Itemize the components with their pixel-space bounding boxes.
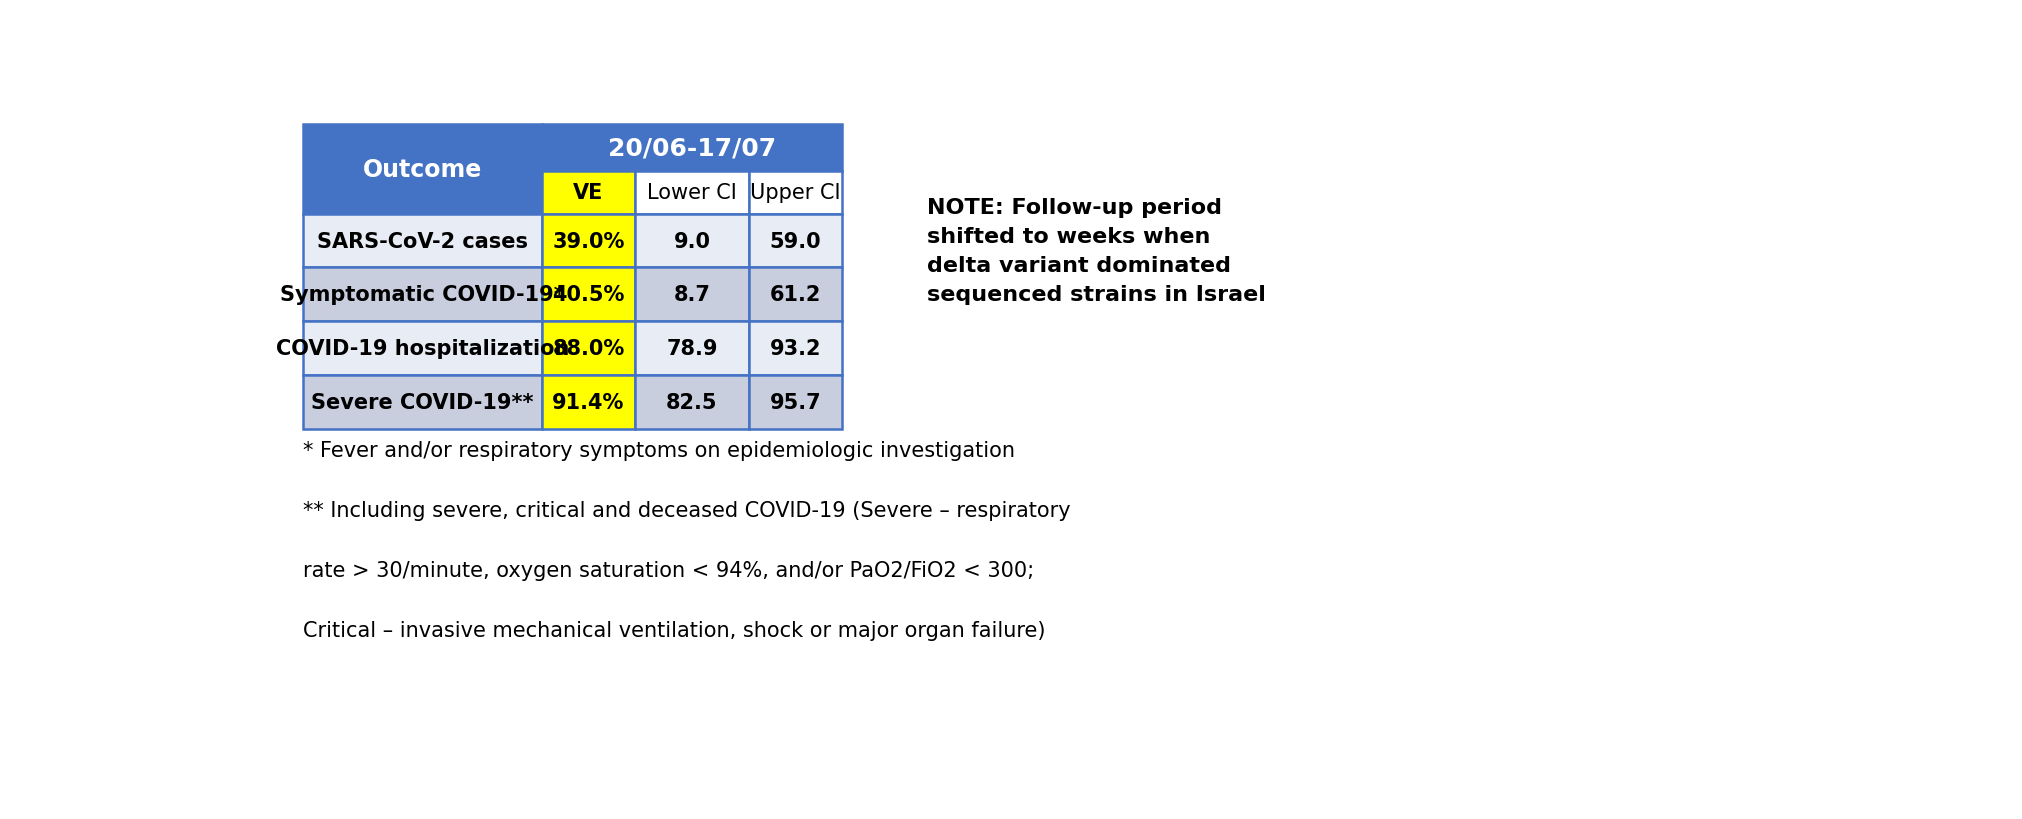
Text: rate > 30/minute, oxygen saturation < 94%, and/or PaO2/FiO2 < 300;: rate > 30/minute, oxygen saturation < 94… — [303, 560, 1033, 581]
Bar — [748, 322, 841, 375]
Text: Lower CI: Lower CI — [647, 183, 736, 203]
Bar — [542, 375, 635, 429]
Bar — [542, 125, 841, 172]
Text: 20/06-17/07: 20/06-17/07 — [609, 137, 776, 161]
Bar — [748, 172, 841, 215]
Bar — [303, 268, 542, 322]
Text: 61.2: 61.2 — [770, 285, 821, 305]
Bar — [303, 322, 542, 375]
Text: COVID-19 hospitalization: COVID-19 hospitalization — [275, 338, 570, 359]
Bar — [542, 215, 635, 268]
Text: Symptomatic COVID-19*: Symptomatic COVID-19* — [281, 285, 564, 305]
Text: VE: VE — [574, 183, 605, 203]
Text: Upper CI: Upper CI — [750, 183, 841, 203]
Text: SARS-CoV-2 cases: SARS-CoV-2 cases — [317, 231, 528, 251]
Bar — [303, 125, 542, 215]
Text: 91.4%: 91.4% — [552, 392, 625, 412]
Bar — [635, 322, 748, 375]
Text: NOTE: Follow-up period
shifted to weeks when
delta variant dominated
sequenced s: NOTE: Follow-up period shifted to weeks … — [926, 198, 1266, 305]
Text: 95.7: 95.7 — [770, 392, 821, 412]
Bar — [303, 375, 542, 429]
Text: 40.5%: 40.5% — [552, 285, 625, 305]
Bar — [748, 268, 841, 322]
Text: 59.0: 59.0 — [770, 231, 821, 251]
Bar — [635, 268, 748, 322]
Bar — [748, 215, 841, 268]
Text: 8.7: 8.7 — [673, 285, 710, 305]
Bar — [748, 375, 841, 429]
Text: 93.2: 93.2 — [770, 338, 821, 359]
Text: * Fever and/or respiratory symptoms on epidemiologic investigation: * Fever and/or respiratory symptoms on e… — [303, 441, 1015, 460]
Bar — [542, 172, 635, 215]
Text: Severe COVID-19**: Severe COVID-19** — [311, 392, 534, 412]
Bar — [635, 375, 748, 429]
Text: 78.9: 78.9 — [665, 338, 718, 359]
Bar — [635, 172, 748, 215]
Bar — [542, 268, 635, 322]
Bar — [635, 215, 748, 268]
Text: ** Including severe, critical and deceased COVID-19 (Severe – respiratory: ** Including severe, critical and deceas… — [303, 500, 1072, 521]
Text: 88.0%: 88.0% — [552, 338, 625, 359]
Text: Critical – invasive mechanical ventilation, shock or major organ failure): Critical – invasive mechanical ventilati… — [303, 621, 1045, 640]
Text: 82.5: 82.5 — [665, 392, 718, 412]
Text: 9.0: 9.0 — [673, 231, 710, 251]
Bar — [542, 322, 635, 375]
Bar — [303, 215, 542, 268]
Text: Outcome: Outcome — [364, 158, 481, 182]
Text: 39.0%: 39.0% — [552, 231, 625, 251]
